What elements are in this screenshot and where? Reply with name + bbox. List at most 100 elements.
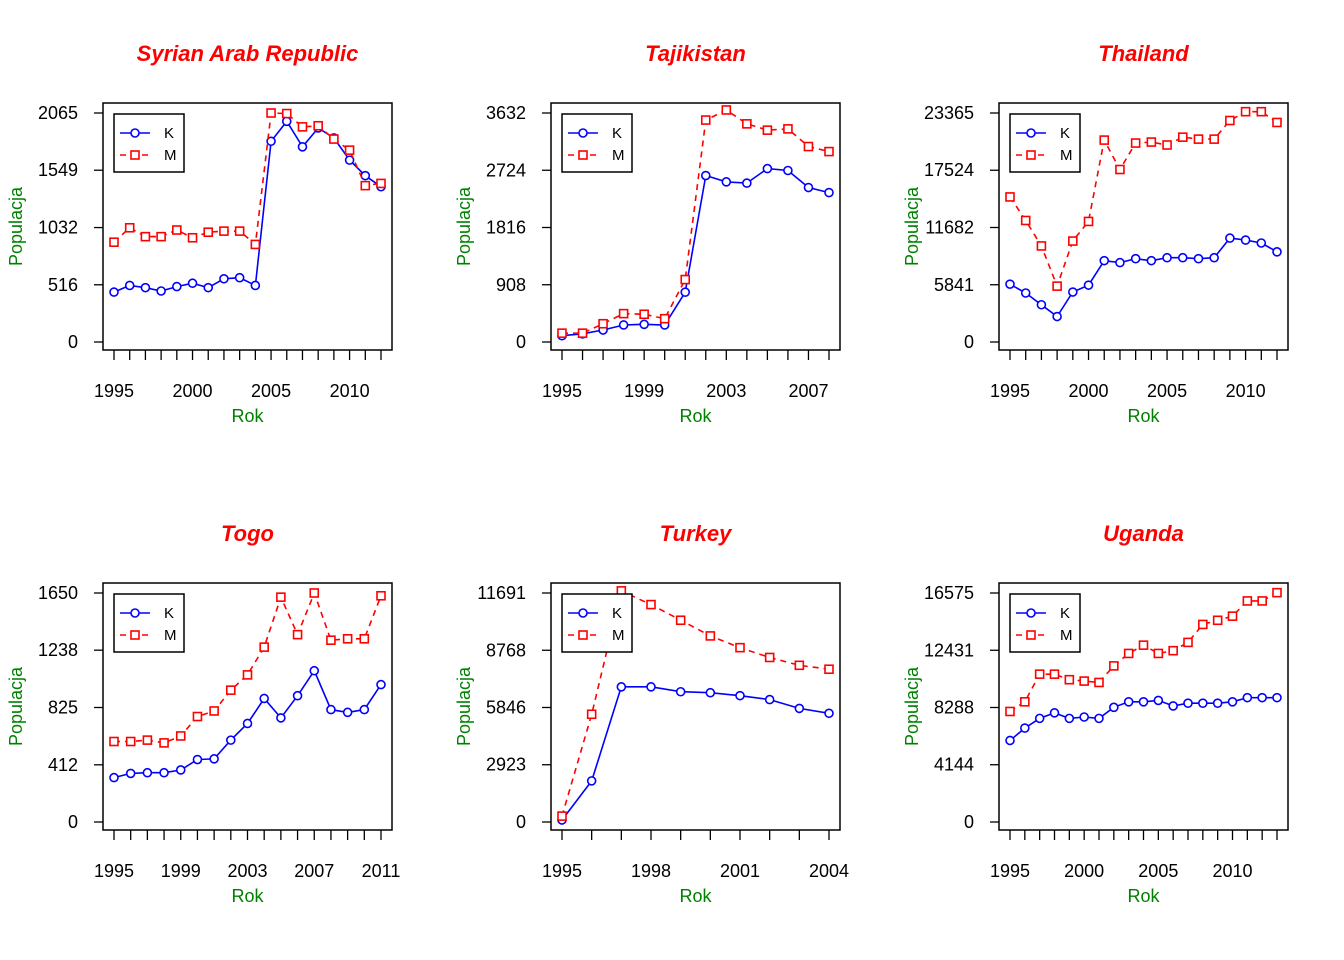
legend-marker-M [578, 150, 588, 160]
data-point-K [242, 718, 253, 729]
y-tick-label: 11682 [925, 218, 974, 238]
data-point-M [700, 115, 711, 125]
plot-frame [550, 102, 841, 351]
data-point-M [1198, 619, 1208, 630]
series-line-K [1009, 237, 1278, 318]
x-tick-label: 2003 [706, 381, 746, 401]
legend-marker-M [1026, 630, 1036, 640]
data-point-M [1020, 697, 1030, 707]
legend: KM [1009, 113, 1081, 173]
data-point-M [1005, 192, 1015, 202]
data-point-M [742, 119, 752, 129]
legend: KM [113, 593, 185, 653]
data-point-K [159, 767, 169, 778]
data-point-M [794, 660, 805, 671]
data-point-M [721, 105, 732, 115]
x-tick-label: 2000 [1064, 861, 1104, 881]
legend-marker-M [578, 630, 588, 640]
x-tick-label: 1995 [542, 861, 582, 881]
data-point-M [109, 237, 119, 247]
data-point-M [1052, 281, 1062, 291]
x-tick-label: 2005 [1138, 861, 1178, 881]
data-point-K [281, 116, 292, 127]
legend-marker-M [130, 630, 140, 640]
data-point-K [342, 707, 353, 718]
data-point-K [1115, 257, 1125, 268]
data-point-M [735, 642, 745, 653]
data-point-M [276, 592, 286, 602]
legend-marker-K [130, 608, 140, 618]
legend-box [561, 593, 633, 653]
panel-title: Tajikistan [645, 41, 746, 66]
data-point-M [203, 227, 214, 238]
data-point-K [292, 690, 303, 701]
data-point-M [376, 590, 386, 601]
data-point-K [1079, 712, 1089, 722]
data-point-K [1272, 692, 1282, 703]
y-tick-label: 1238 [38, 640, 78, 660]
series-K [109, 665, 386, 783]
data-point-M [1153, 648, 1164, 659]
series-line-K [561, 685, 830, 821]
legend-label-M: M [164, 147, 177, 164]
data-point-M [226, 685, 236, 695]
data-point-K [259, 693, 269, 704]
data-point-M [764, 652, 775, 663]
data-point-K [1036, 299, 1047, 310]
data-point-M [1064, 674, 1075, 685]
y-axis-label: Populacja [902, 666, 922, 746]
y-tick-label: 3632 [486, 103, 526, 123]
x-axis-label: Rok [1127, 886, 1160, 906]
data-point-M [209, 706, 219, 716]
data-point-K [187, 278, 198, 289]
x-tick-label: 2010 [330, 381, 370, 401]
x-tick-label: 2004 [809, 861, 849, 881]
y-tick-label: 412 [48, 755, 78, 775]
data-point-K [1020, 288, 1031, 298]
series-M [1005, 587, 1282, 717]
y-tick-label: 0 [516, 332, 526, 352]
data-point-M [1099, 135, 1110, 145]
y-tick-label: 8768 [486, 640, 526, 660]
data-point-M [1177, 132, 1188, 142]
data-point-K [1240, 235, 1251, 245]
y-tick-label: 1032 [38, 218, 78, 238]
data-point-K [1212, 698, 1223, 708]
data-point-M [598, 318, 608, 329]
data-point-K [1020, 723, 1030, 733]
data-point-M [172, 225, 182, 235]
data-point-K [1177, 252, 1188, 263]
data-point-M [1115, 164, 1125, 175]
data-point-M [159, 738, 169, 748]
data-point-K [1242, 692, 1253, 703]
data-point-M [1020, 215, 1031, 226]
data-point-K [1109, 702, 1119, 713]
data-point-K [1094, 713, 1104, 724]
legend-box [113, 593, 185, 653]
panel-title: Turkey [660, 521, 734, 546]
legend-label-M: M [1060, 147, 1073, 164]
data-point-M [646, 599, 656, 610]
data-point-K [1198, 698, 1208, 708]
x-tick-label: 1999 [624, 381, 664, 401]
y-tick-label: 2923 [486, 755, 526, 775]
data-point-K [1064, 713, 1075, 724]
data-point-K [646, 682, 656, 692]
data-point-K [1162, 252, 1172, 263]
data-point-M [1242, 596, 1253, 606]
y-tick-label: 2724 [486, 160, 526, 180]
panel-6: Uganda 0 4144 8288 12431 16575 1995 2000 2005 201… [902, 521, 1289, 906]
y-tick-label: 16575 [924, 583, 974, 603]
y-axis-label: Populacja [454, 186, 474, 266]
data-point-M [234, 226, 245, 236]
y-tick-label: 1650 [38, 583, 78, 603]
data-point-M [1272, 117, 1282, 128]
data-point-K [1146, 255, 1157, 266]
data-point-K [1227, 697, 1238, 707]
data-point-K [675, 686, 686, 697]
y-axis-label: Populacja [902, 186, 922, 266]
data-point-K [1123, 697, 1134, 707]
data-point-K [1256, 238, 1267, 248]
data-point-M [639, 309, 649, 320]
data-point-M [125, 736, 136, 747]
